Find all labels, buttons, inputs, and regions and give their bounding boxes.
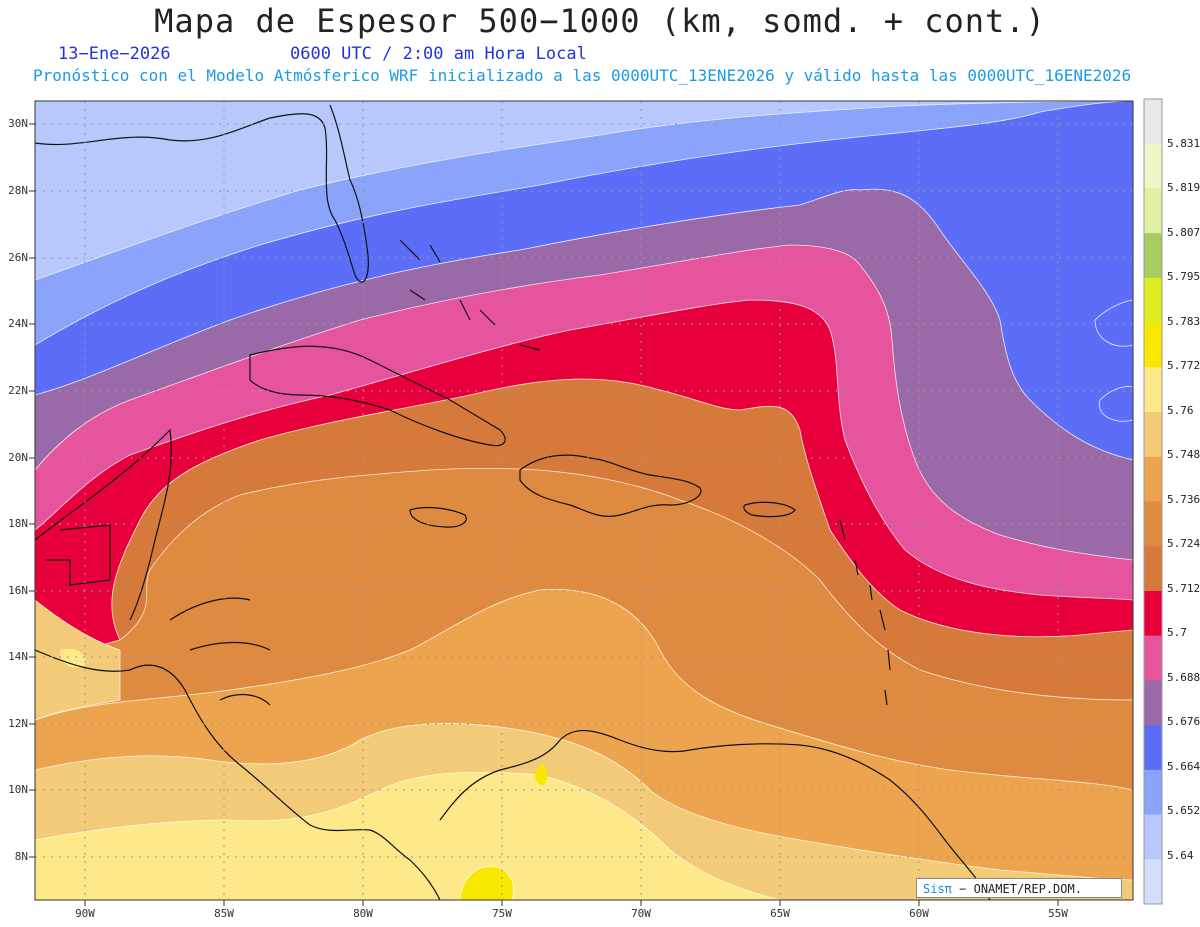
colorbar-label: 5.76 [1167,404,1194,417]
colorbar-swatch [1144,769,1162,816]
colorbar-label: 5.64 [1167,849,1194,862]
coastline-hispaniola [519,454,702,517]
colorbar-swatch [1144,680,1162,726]
lon-label-60w: 60W [909,907,929,920]
coastline-yucatan [35,428,172,621]
coastline-south-america [439,729,991,900]
colorbar-label: 5.724 [1167,537,1200,550]
lat-label-10n: 10N [8,783,28,796]
band-5772-b [535,764,548,786]
colorbar-swatch [1144,143,1162,189]
colorbar-swatch [1144,590,1162,637]
colorbar-swatch [1144,233,1162,279]
colorbar-swatch [1144,188,1162,234]
colorbar-label: 5.736 [1167,493,1200,506]
colorbar-label: 5.7 [1167,626,1187,639]
colorbar-swatch [1144,546,1162,592]
lat-label-28n: 28N [8,184,28,197]
credit-logo: Sisπ − ONAMET/REP.DOM. [916,878,1122,898]
band-5760 [35,771,781,900]
credit-text: − ONAMET/REP.DOM. [959,882,1082,896]
coastline-bahamas [399,239,541,351]
colorbar-label: 5.795 [1167,270,1200,283]
colorbar-swatch [1144,277,1162,324]
lat-label-20n: 20N [8,451,28,464]
contour-fields [35,101,1133,900]
graticule [35,101,1133,900]
lon-label-65w: 65W [770,907,790,920]
forecast-time: 0600 UTC / 2:00 am Hora Local [290,44,587,64]
band-5760-west [59,648,86,668]
colorbar-label: 5.772 [1167,359,1200,372]
lon-label-55w: 55W [1048,907,1068,920]
border-central-america [169,597,271,706]
blob-5664-a [1094,299,1133,347]
lat-label-30n: 30N [8,117,28,130]
map-frame [34,100,1134,901]
colorbar-swatch [1144,412,1162,458]
lat-label-8n: 8N [14,850,28,863]
colorbar-frame [1143,98,1163,905]
coastline-central-america [35,649,441,900]
colorbar-label: 5.688 [1167,671,1200,684]
coastlines [35,104,991,900]
map-title: Mapa de Espesor 500−1000 (km, somd. + co… [154,2,1046,40]
lat-label-24n: 24N [8,317,28,330]
axis-ticks [29,123,1059,906]
forecast-date: 13−Ene−2026 [58,44,171,64]
colorbar-label: 5.819 [1167,181,1200,194]
forecast-description: Pronóstico con el Modelo Atmósferico WRF… [33,66,1132,85]
sispi-brand: Sisπ [923,882,952,896]
colorbar-swatch [1144,456,1162,502]
coastline-puertorico [743,501,796,518]
band-5772 [459,866,514,900]
lat-label-26n: 26N [8,251,28,264]
coastline-cuba [249,345,506,447]
colorbar-swatch [1144,99,1162,145]
colorbar-label: 5.831 [1167,137,1200,150]
colorbar-swatch [1144,814,1162,860]
lon-label-90w: 90W [75,907,95,920]
lat-label-14n: 14N [8,650,28,663]
colorbar-label: 5.712 [1167,582,1200,595]
coastline-jamaica [409,506,467,528]
colorbar-label: 5.676 [1167,715,1200,728]
colorbar-label: 5.807 [1167,226,1200,239]
blob-5664-b [1098,386,1133,422]
lat-label-18n: 18N [8,517,28,530]
lon-label-85w: 85W [214,907,234,920]
lon-label-80w: 80W [353,907,373,920]
coastline-gulf-us [35,104,369,283]
lon-label-70w: 70W [631,907,651,920]
colorbar-swatch [1144,322,1162,368]
colorbar-label: 5.652 [1167,804,1200,817]
lon-label-75w: 75W [492,907,512,920]
colorbar-label: 5.664 [1167,760,1200,773]
colorbar-label: 5.748 [1167,448,1200,461]
colorbar-swatch [1144,635,1162,681]
colorbar-swatch [1144,859,1162,905]
colorbar-label: 5.783 [1167,315,1200,328]
colorbar-swatch [1144,501,1162,547]
coastline-lesser-antilles [839,519,891,706]
lat-label-22n: 22N [8,384,28,397]
lat-label-16n: 16N [8,584,28,597]
colorbar [1143,98,1163,905]
colorbar-swatch [1144,725,1162,771]
colorbar-swatch [1144,367,1162,413]
border-mexico-guatemala [45,524,111,586]
lat-label-12n: 12N [8,717,28,730]
